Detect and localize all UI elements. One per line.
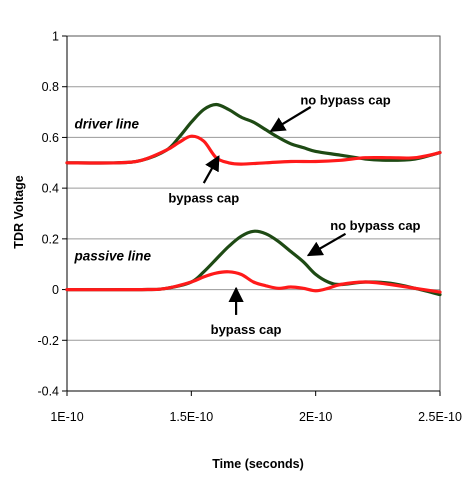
x-axis-title: Time (seconds): [212, 457, 303, 471]
axes: [62, 35, 441, 396]
annotation-label: no bypass cap: [300, 93, 390, 108]
y-tick-label: -0.4: [37, 385, 59, 399]
annotation-label: bypass cap: [211, 322, 282, 337]
series-group: [65, 102, 442, 297]
y-tick-label: 0: [52, 283, 59, 297]
x-tick-label: 1.5E-10: [169, 410, 213, 424]
x-tick-label: 1E-10: [50, 410, 83, 424]
series-line-passive-line-bypass-cap: [65, 270, 442, 294]
y-tick-label: 0.6: [42, 131, 59, 145]
y-tick-label: 1: [52, 30, 59, 44]
annotation-arrow: [306, 232, 347, 257]
series-line-driver-line-no-bypass-cap: [65, 102, 442, 165]
y-tick-label: -0.2: [37, 334, 59, 348]
plot-area-border: [66, 35, 441, 392]
annotation-arrow: [269, 106, 312, 133]
annotation-label: bypass cap: [168, 190, 239, 205]
y-tick-label: 0.2: [42, 232, 59, 246]
tick-labels: -0.4 -0.2 0 0.2 0.4 0.6 0.8 1 1E-10 1.5E-10 2E-10 2…: [37, 30, 461, 425]
annotation-label: no bypass cap: [330, 218, 420, 233]
annotations: driver line no bypass cap bypass cap passiv…: [73, 93, 420, 337]
y-tick-label: 0.4: [42, 182, 59, 196]
group-label-passive-line: passive line: [73, 248, 151, 263]
y-tick-label: 0.8: [42, 80, 59, 94]
x-tick-label: 2E-10: [299, 410, 332, 424]
series-line-driver-line-bypass-cap: [65, 134, 442, 166]
annotation-arrow: [202, 155, 220, 184]
gridlines: [67, 35, 440, 341]
x-tick-label: 2.5E-10: [418, 410, 462, 424]
y-axis-title: TDR Voltage: [12, 175, 26, 248]
group-label-driver-line: driver line: [74, 117, 139, 132]
